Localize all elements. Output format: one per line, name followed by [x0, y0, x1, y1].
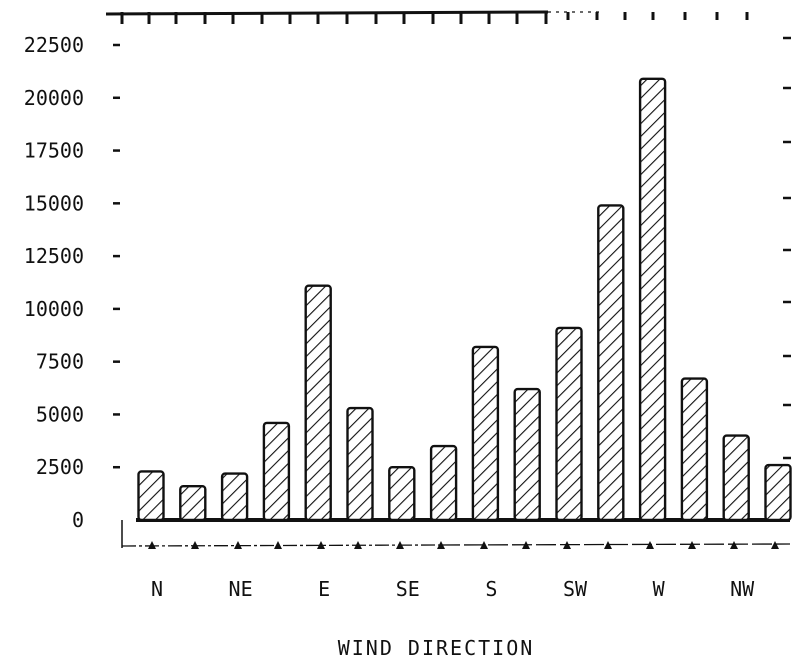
bar-sw [555, 326, 583, 522]
bar-s [471, 345, 500, 522]
x-tick-label: NE [229, 577, 253, 601]
bar-nw [722, 434, 750, 522]
bottom-border [121, 544, 441, 547]
bottom-tick [148, 541, 156, 549]
bottom-tick [274, 541, 282, 549]
x-tick-label: NW [730, 577, 755, 601]
y-tick-label: 22500 [24, 33, 84, 57]
bars-group [137, 77, 792, 522]
x-tick-label: W [653, 577, 666, 601]
top-tick-dot [715, 12, 719, 20]
bar-n [137, 470, 165, 522]
bar-wsw [597, 204, 625, 522]
bar-sse [429, 444, 458, 522]
bar-nne [179, 485, 207, 522]
bar-ese [346, 406, 374, 522]
bottom-tick [191, 541, 199, 549]
bottom-tick [234, 541, 242, 549]
y-tick-label: 12500 [24, 244, 84, 268]
y-tick-label: 0 [72, 508, 84, 532]
x-tick-label: E [318, 577, 330, 601]
top-tick-dot [651, 12, 655, 20]
top-tick-dot [623, 12, 627, 20]
y-tick-label: 10000 [24, 297, 84, 321]
bottom-tick [771, 541, 779, 549]
top-tick-dot [566, 12, 570, 20]
bar-ene [262, 421, 291, 522]
y-tick-label: 17500 [24, 139, 84, 163]
top-tick-dot [683, 12, 687, 20]
top-border [105, 10, 549, 16]
bottom-tick [688, 541, 696, 549]
bar-nnw [764, 463, 792, 522]
bottom-tick [730, 541, 738, 549]
top-tick-dot [745, 12, 749, 20]
y-tick-label: 20000 [24, 86, 84, 110]
bottom-tick [317, 541, 325, 549]
bar-ssw [513, 387, 541, 522]
bottom-tick [563, 541, 571, 549]
y-tick-label: 2500 [36, 455, 84, 479]
x-tick-labels: N NE E SE S SW W NW [151, 577, 755, 601]
bar-e [304, 284, 332, 522]
x-tick-label: S [485, 577, 497, 601]
x-axis-title: WIND DIRECTION [338, 636, 535, 660]
y-tick-label: 15000 [24, 191, 84, 215]
y-tick-label: 7500 [36, 350, 84, 374]
bottom-border-right [439, 543, 791, 546]
bottom-tick [437, 541, 445, 549]
bar-w [638, 77, 667, 522]
x-tick-label: N [151, 577, 163, 601]
bar-ne [220, 472, 249, 522]
y-tick-label: 5000 [36, 402, 84, 426]
bottom-tick [604, 541, 612, 549]
x-tick-label: SE [396, 577, 420, 601]
bar-se [388, 466, 416, 522]
bottom-tick [480, 541, 488, 549]
bottom-tick [522, 541, 530, 549]
top-tick-dot [595, 12, 599, 20]
x-tick-label: SW [563, 577, 588, 601]
bar-wnw [680, 377, 709, 522]
bottom-tick [354, 541, 362, 549]
bottom-tick [396, 541, 404, 549]
y-tick-labels: 0 2500 5000 7500 10000 12500 15000 17500 20000 22… [24, 33, 84, 532]
bottom-tick [646, 541, 654, 549]
